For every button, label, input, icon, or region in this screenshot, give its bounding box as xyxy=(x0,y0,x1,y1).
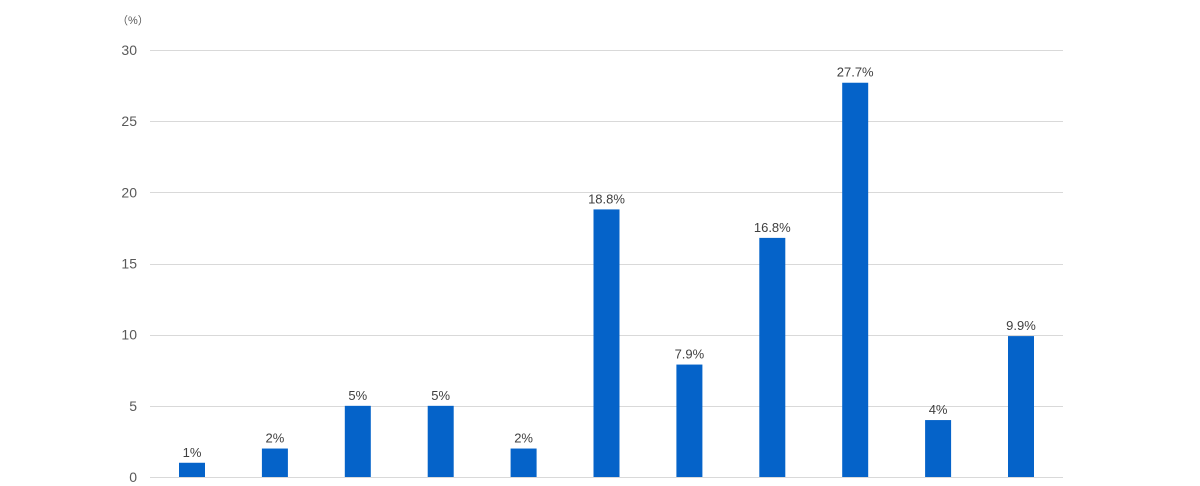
data-label-1: 1% xyxy=(183,445,202,460)
data-label-3: 5% xyxy=(348,388,367,403)
bar-10 xyxy=(925,420,952,477)
data-label-5: 2% xyxy=(514,431,533,446)
bar-3 xyxy=(344,405,371,477)
data-label-11: 9.9% xyxy=(1006,318,1036,333)
data-labels: 1% 2% 5% 5% 2% 18.8% 7.9% 16.8% 27.7% 4% 9.9% xyxy=(183,65,1037,460)
data-label-8: 16.8% xyxy=(754,220,791,235)
y-tick-label-0: 0 xyxy=(129,469,137,485)
bar-8 xyxy=(759,237,786,477)
bar-5 xyxy=(510,448,537,477)
bar-6 xyxy=(593,209,620,477)
data-label-10: 4% xyxy=(929,402,948,417)
y-tick-label-10: 10 xyxy=(121,327,137,343)
y-axis-unit-label: （%） xyxy=(117,14,149,27)
y-axis-ticks: 0 5 10 15 20 25 30 xyxy=(121,42,137,485)
bar-7 xyxy=(676,364,703,477)
y-tick-label-15: 15 xyxy=(121,256,137,272)
bar-9 xyxy=(842,82,869,477)
y-tick-label-30: 30 xyxy=(121,42,137,58)
data-label-6: 18.8% xyxy=(588,191,625,206)
y-tick-label-25: 25 xyxy=(121,113,137,129)
y-tick-label-5: 5 xyxy=(129,398,137,414)
bar-11 xyxy=(1008,336,1034,477)
data-label-2: 2% xyxy=(266,431,285,446)
data-label-4: 5% xyxy=(431,388,450,403)
bars xyxy=(179,82,1034,477)
bar-4 xyxy=(427,405,454,477)
bar-2 xyxy=(261,448,288,477)
data-label-9: 27.7% xyxy=(837,65,874,80)
y-tick-label-20: 20 xyxy=(121,184,137,200)
data-label-7: 7.9% xyxy=(675,347,705,362)
bar-1 xyxy=(179,462,205,477)
